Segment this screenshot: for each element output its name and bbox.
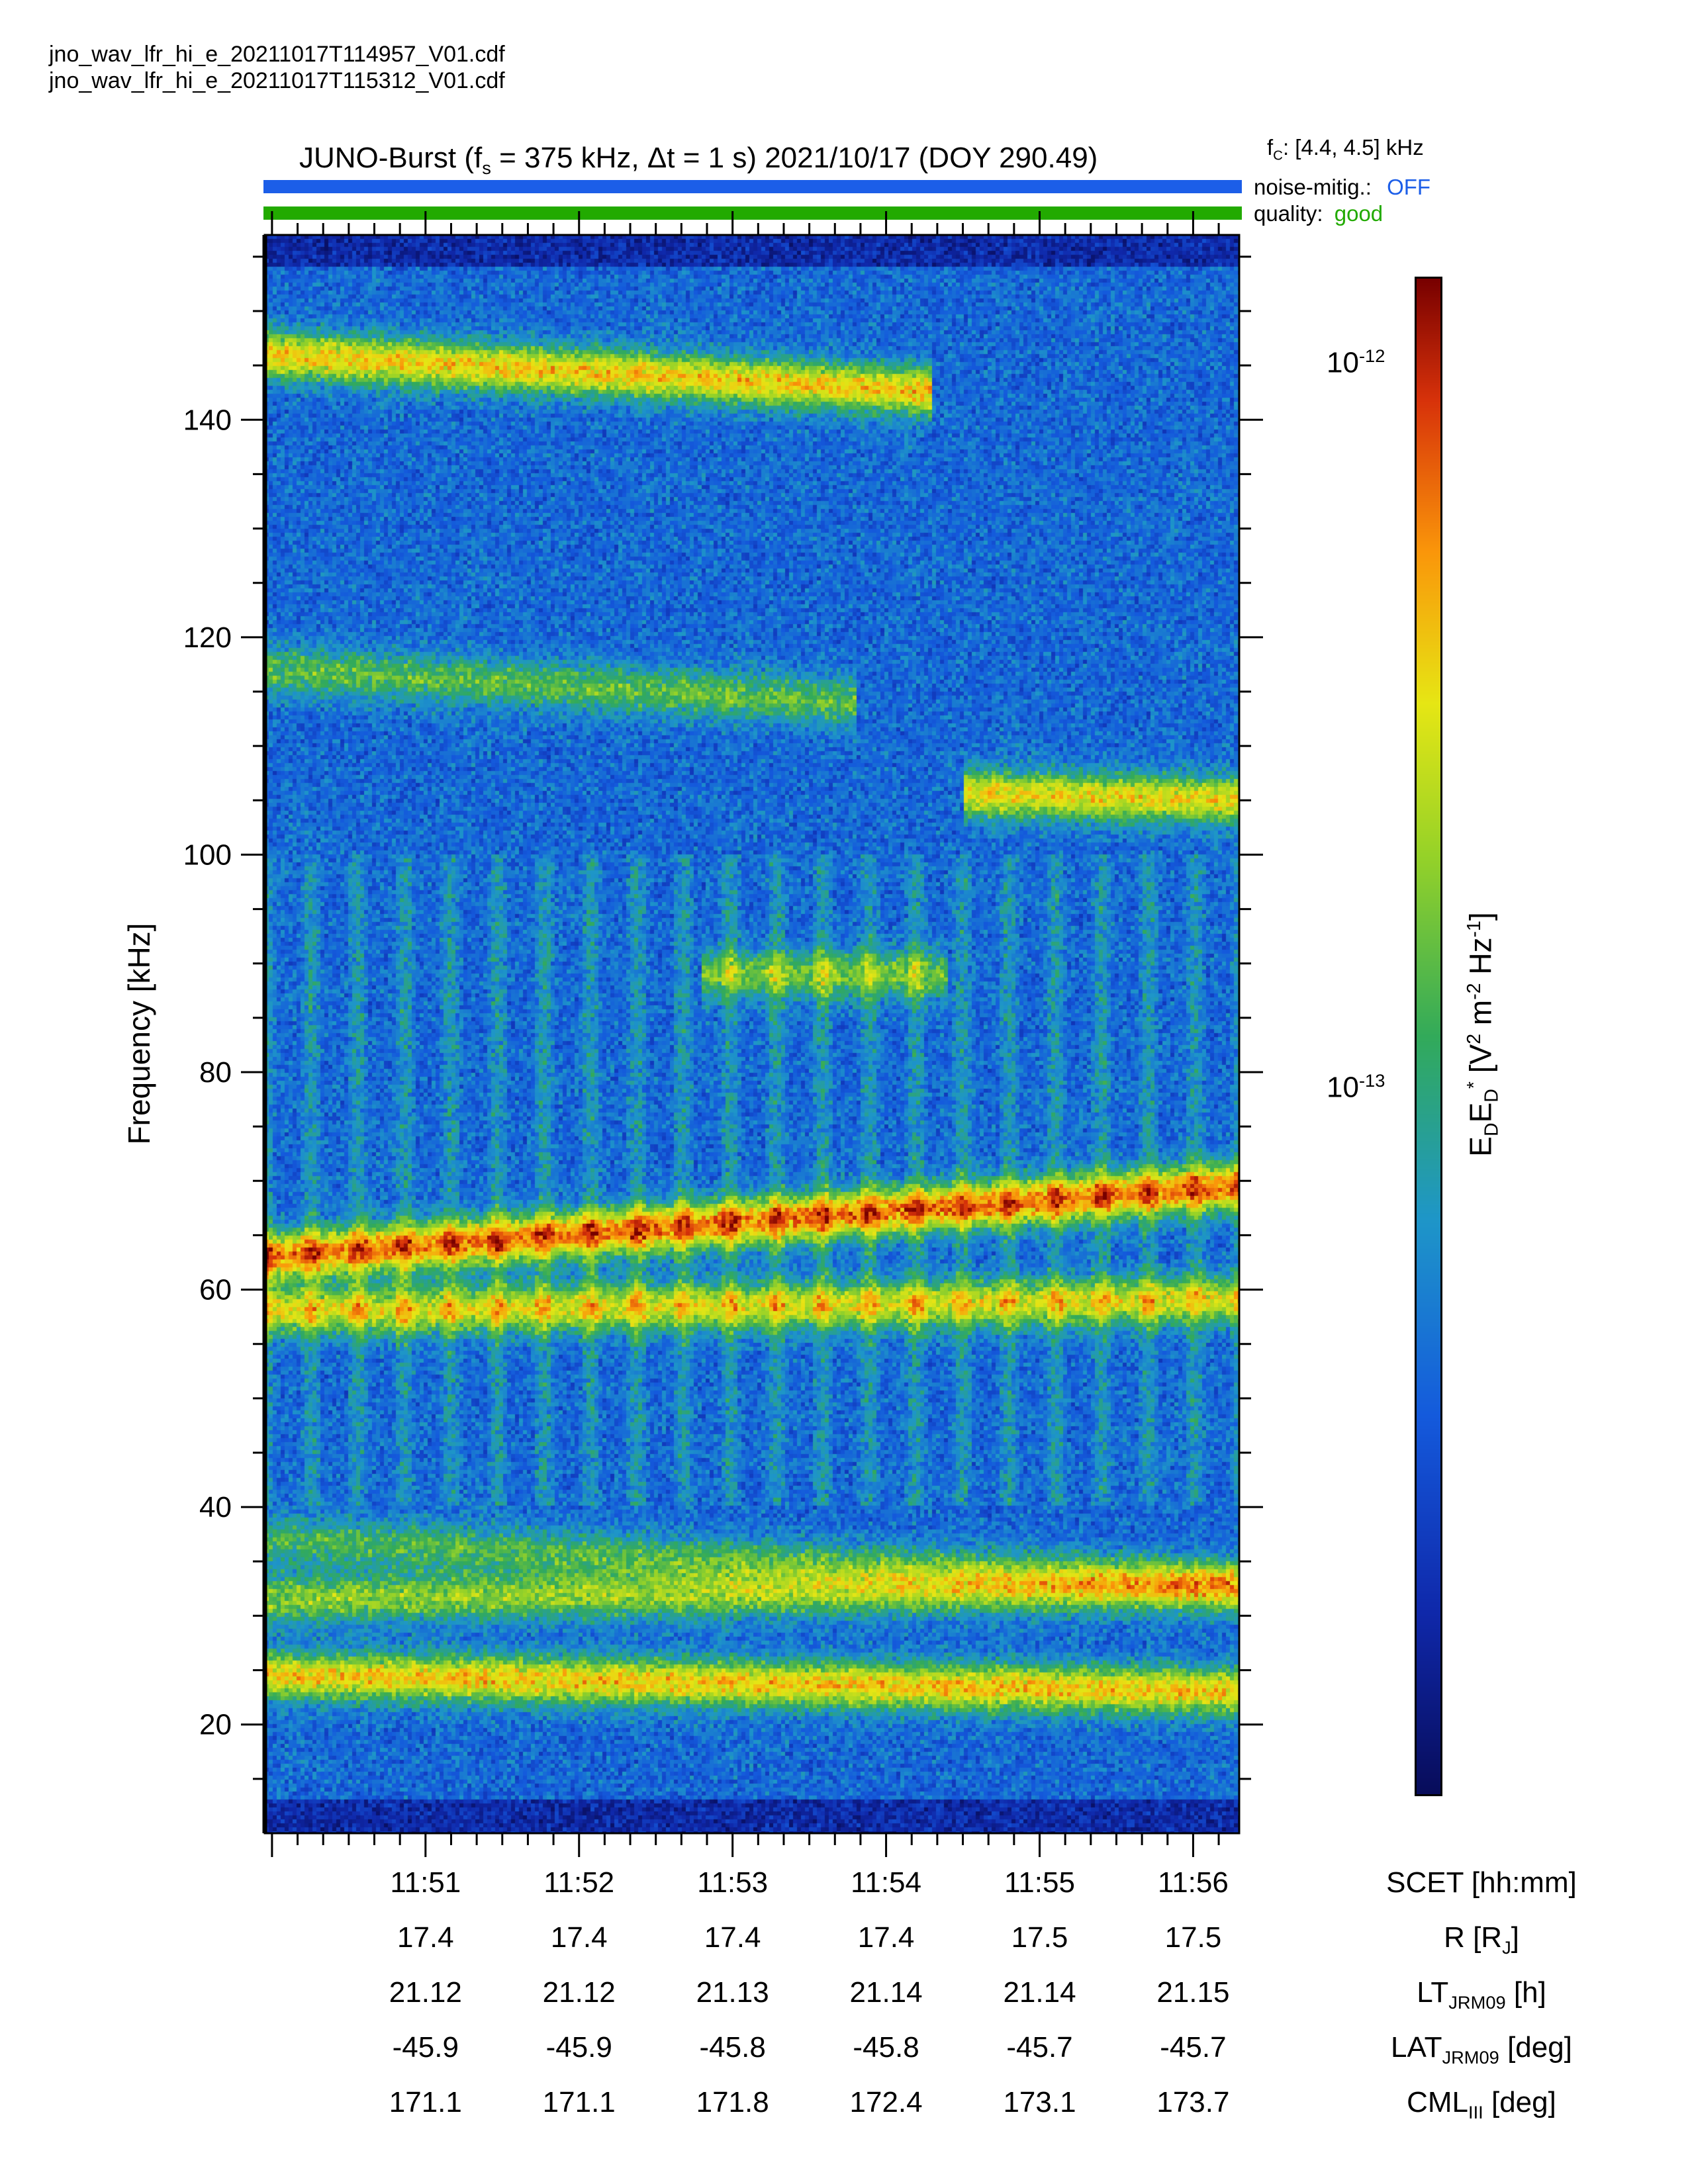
plot-frame <box>263 234 1241 1835</box>
y-tick-label: 40 <box>199 1491 232 1524</box>
ephemeris-value: 173.1 <box>1003 2086 1076 2118</box>
ephemeris-value: 21.12 <box>389 1976 462 2009</box>
ephemeris-value: 17.4 <box>397 1921 454 1954</box>
ephemeris-value: -45.7 <box>1006 2031 1073 2064</box>
y-tick-label: 20 <box>199 1709 232 1741</box>
y-tick-label: 80 <box>199 1056 232 1089</box>
ephemeris-label-r: R [RJ] <box>1444 1921 1519 1958</box>
ephemeris-label-lat: LATJRM09 [deg] <box>1391 2031 1572 2068</box>
ephemeris-value: -45.9 <box>545 2031 612 2064</box>
ephemeris-value: -45.8 <box>853 2031 919 2064</box>
file-name-2: jno_wav_lfr_hi_e_20211017T115312_V01.cdf <box>49 68 505 93</box>
y-tick-label: 140 <box>183 404 232 436</box>
ephemeris-value: 17.5 <box>1011 1921 1068 1954</box>
ephemeris-value: 172.4 <box>849 2086 923 2118</box>
ephemeris-value: 171.1 <box>389 2086 462 2118</box>
file-name-1: jno_wav_lfr_hi_e_20211017T114957_V01.cdf <box>49 42 505 67</box>
ephemeris-value: 21.12 <box>542 1976 616 2009</box>
ephemeris-value: 21.14 <box>1003 1976 1076 2009</box>
ephemeris-value: 17.4 <box>550 1921 608 1954</box>
ephemeris-label-scet: SCET [hh:mm] <box>1386 1866 1577 1899</box>
ephemeris-value: 21.13 <box>696 1976 769 2009</box>
ephemeris-value: 171.8 <box>696 2086 769 2118</box>
x-tick-label: 11:56 <box>1158 1866 1229 1899</box>
y-tick-label: 100 <box>183 839 232 871</box>
noise-mitigation-bar <box>263 180 1242 193</box>
ephemeris-label-lt: LTJRM09 [h] <box>1417 1976 1546 2013</box>
ephemeris-value: 173.7 <box>1156 2086 1230 2118</box>
ephemeris-value: 17.4 <box>704 1921 761 1954</box>
ephemeris-value: 17.4 <box>857 1921 915 1954</box>
x-tick-label: 11:51 <box>390 1866 461 1899</box>
colorbar <box>1415 277 1442 1796</box>
quality-value: good <box>1334 201 1383 226</box>
x-tick-label: 11:55 <box>1004 1866 1075 1899</box>
ephemeris-value: 21.15 <box>1156 1976 1230 2009</box>
y-tick-label: 60 <box>199 1274 232 1306</box>
ephemeris-value: -45.8 <box>699 2031 766 2064</box>
fc-readout: fC: [4.4, 4.5] kHz <box>1267 135 1424 163</box>
quality-status: quality: good <box>1254 201 1383 226</box>
y-axis-label: Frequency [kHz] <box>122 923 156 1145</box>
x-tick-label: 11:53 <box>697 1866 769 1899</box>
spectrogram-heatmap <box>265 235 1239 1833</box>
ephemeris-value: -45.9 <box>392 2031 459 2064</box>
chart-title: JUNO-Burst (fs = 375 kHz, Δt = 1 s) 2021… <box>299 142 1098 178</box>
ephemeris-value: 17.5 <box>1164 1921 1222 1954</box>
colorbar-tick-1e-12: 10-12 <box>1327 345 1385 379</box>
quality-bar <box>263 206 1242 220</box>
x-tick-label: 11:52 <box>543 1866 615 1899</box>
ephemeris-value: 171.1 <box>542 2086 616 2118</box>
colorbar-tick-1e-13: 10-13 <box>1327 1070 1385 1104</box>
ephemeris-label-cml: CMLIII [deg] <box>1407 2086 1556 2122</box>
ephemeris-value: 21.14 <box>849 1976 923 2009</box>
x-tick-label: 11:54 <box>851 1866 921 1899</box>
noise-mitigation-value: OFF <box>1387 175 1431 199</box>
ephemeris-value: -45.7 <box>1160 2031 1227 2064</box>
y-tick-label: 120 <box>183 621 232 654</box>
noise-mitigation-status: noise-mitig.: OFF <box>1254 175 1431 199</box>
colorbar-label: EDED* [V2 m-2 Hz-1] <box>1463 912 1503 1157</box>
